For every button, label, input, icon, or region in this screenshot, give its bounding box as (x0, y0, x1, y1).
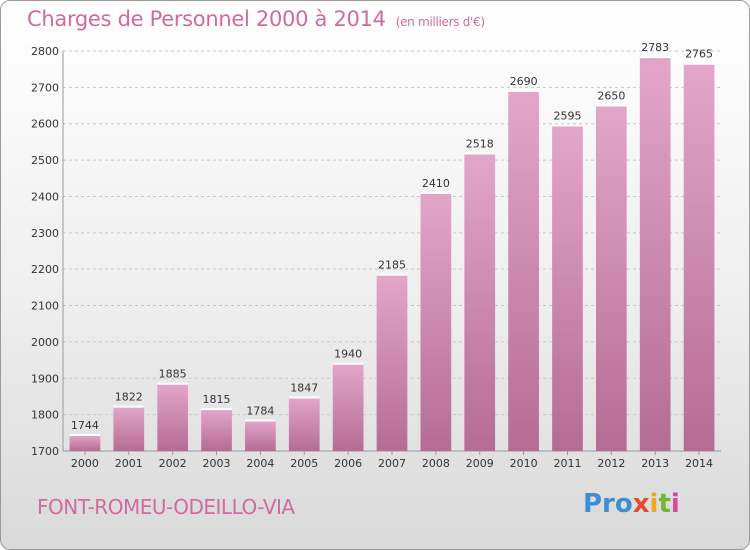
bar (595, 105, 627, 451)
bar (420, 192, 452, 451)
commune-name: FONT-ROMEU-ODEILLO-VIA (37, 495, 295, 519)
data-label: 1784 (246, 404, 274, 417)
logo-part-2: x (632, 489, 650, 519)
y-tick-label: 2800 (31, 45, 59, 58)
data-label: 1847 (290, 382, 318, 395)
bar (69, 435, 101, 451)
data-label: 2518 (466, 138, 494, 151)
data-label: 1940 (334, 348, 362, 361)
y-tick-label: 2400 (31, 190, 59, 203)
x-tick-label: 2008 (422, 457, 450, 470)
x-tick-label: 2007 (378, 457, 406, 470)
x-tick-label: 2004 (246, 457, 274, 470)
data-label: 2650 (597, 90, 625, 103)
bar (508, 91, 539, 451)
x-tick-label: 2009 (466, 457, 494, 470)
x-tick-label: 2011 (553, 457, 581, 470)
y-tick-label: 2300 (31, 227, 59, 240)
x-tick-label: 2005 (290, 457, 318, 470)
logo-part-3: i (649, 489, 659, 519)
y-tick-label: 2000 (31, 336, 59, 349)
x-tick-label: 2002 (159, 457, 187, 470)
data-label: 2690 (510, 75, 538, 88)
bar (201, 409, 232, 451)
chart-title: Charges de Personnel 2000 à 2014 (en mill… (27, 7, 485, 31)
proxiti-logo: Proxiti (583, 489, 680, 519)
x-tick-label: 2012 (597, 457, 625, 470)
data-label: 2185 (378, 259, 406, 272)
y-tick-label: 1800 (31, 409, 59, 422)
chart-subtitle: (en milliers d'€) (395, 15, 485, 29)
data-label: 2595 (553, 110, 581, 123)
y-tick-label: 2700 (31, 81, 59, 94)
x-tick-label: 2006 (334, 457, 362, 470)
x-tick-label: 2010 (510, 457, 538, 470)
bar (464, 153, 496, 451)
bar (157, 383, 189, 451)
bar (245, 420, 276, 451)
logo-part-1: Pro (583, 489, 633, 519)
data-label: 2410 (422, 177, 450, 190)
y-tick-label: 2100 (31, 300, 59, 313)
x-tick-label: 2001 (115, 457, 143, 470)
bar (552, 125, 583, 451)
x-tick-label: 2000 (71, 457, 99, 470)
bar (288, 397, 320, 451)
x-tick-label: 2013 (641, 457, 669, 470)
logo-part-5: i (670, 489, 680, 519)
data-label: 1885 (159, 368, 187, 381)
y-tick-label: 2500 (31, 154, 59, 167)
data-label: 2765 (685, 48, 713, 61)
y-tick-label: 1900 (31, 372, 59, 385)
x-tick-label: 2014 (685, 457, 713, 470)
bar (639, 57, 671, 451)
chart-title-text: Charges de Personnel 2000 à 2014 (27, 7, 386, 31)
bar (332, 363, 364, 451)
y-tick-label: 1700 (31, 445, 59, 458)
data-label: 1815 (203, 393, 231, 406)
x-tick-label: 2003 (203, 457, 231, 470)
y-tick-label: 2600 (31, 118, 59, 131)
data-label: 2783 (641, 41, 669, 54)
y-tick-label: 2200 (31, 263, 59, 276)
bar (683, 63, 715, 452)
bar (113, 406, 145, 451)
data-label: 1822 (115, 391, 143, 404)
bar (376, 274, 408, 451)
logo-part-4: t (658, 489, 671, 519)
data-label: 1744 (71, 419, 99, 432)
